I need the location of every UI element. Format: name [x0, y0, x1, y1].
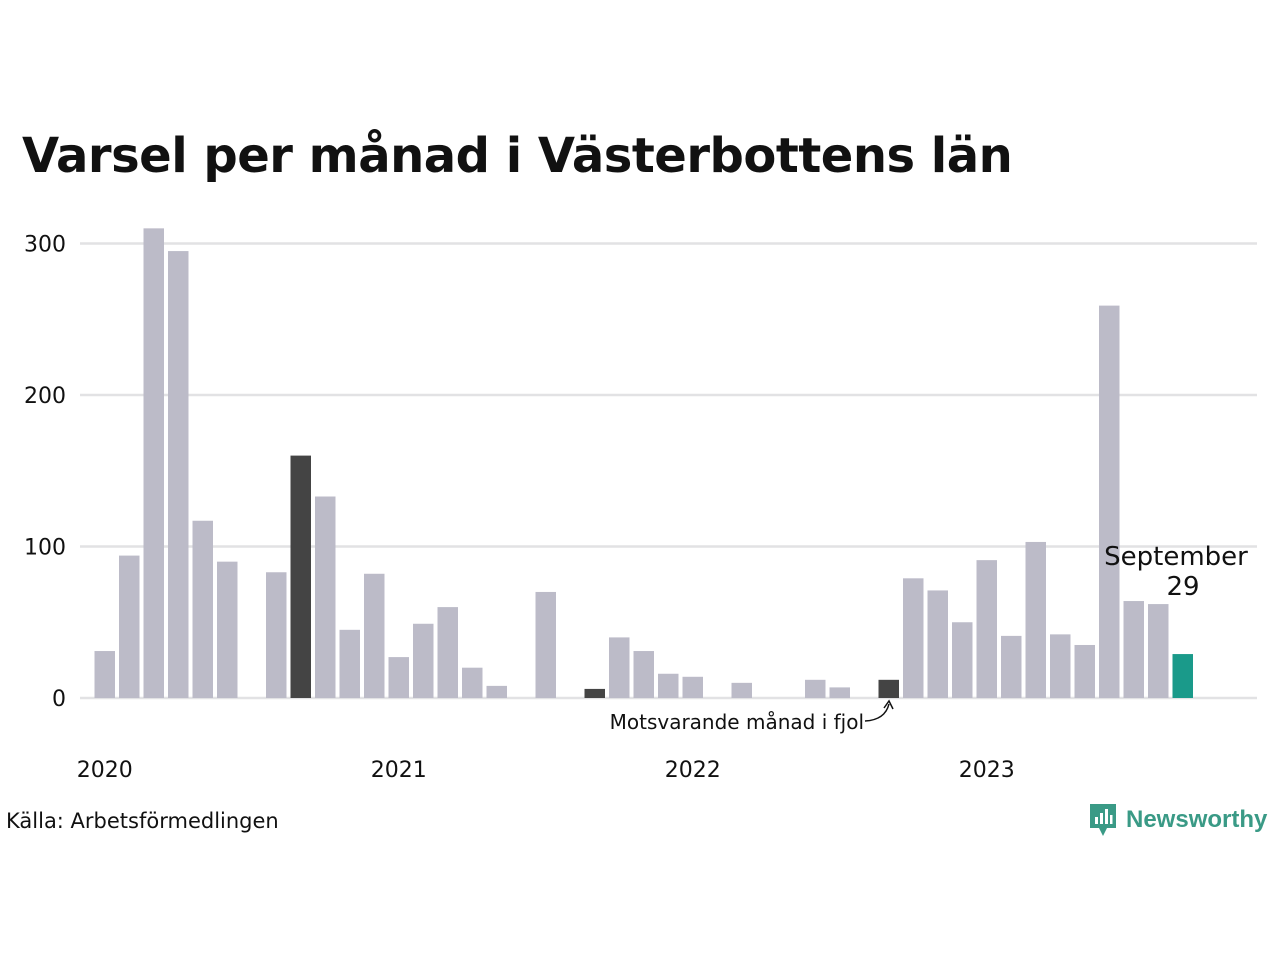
bar-2021-07: [535, 591, 556, 698]
x-tick-label: 2023: [959, 758, 1015, 783]
callout-value: 29: [1166, 572, 1199, 602]
newsworthy-logo-icon: [1090, 804, 1116, 836]
bar-2023-09: [1172, 654, 1193, 698]
x-tick-label: 2022: [665, 758, 721, 783]
bar-2020-03: [143, 228, 164, 698]
brand-name: Newsworthy: [1126, 806, 1268, 833]
bar-2023-08: [1148, 604, 1169, 698]
bar-2022-12: [952, 622, 973, 698]
bar-2020-09: [290, 455, 311, 698]
bar-2021-01: [388, 657, 409, 698]
bar-2023-04: [1050, 634, 1071, 698]
bar-2020-01: [94, 651, 115, 698]
bar-2023-03: [1025, 541, 1046, 698]
bar-2023-07: [1123, 601, 1144, 698]
annotation-arrowhead: [883, 699, 894, 710]
y-axis-ticks: 0 100 200 300: [24, 233, 66, 713]
bar-2020-05: [192, 520, 213, 698]
bar-2021-12: [658, 673, 679, 698]
x-tick-label: 2021: [371, 758, 427, 783]
source-note: Källa: Arbetsförmedlingen: [6, 809, 279, 833]
annotation-text: Motsvarande månad i fjol: [610, 710, 864, 734]
annotation-group: Motsvarande månad i fjol: [610, 699, 894, 734]
bar-2022-11: [927, 590, 948, 698]
annotation-arrow: [864, 703, 890, 722]
bar-2020-10: [315, 496, 336, 698]
bar-2020-08: [266, 572, 287, 698]
x-tick-label: 2020: [77, 758, 133, 783]
bars: [94, 228, 1193, 698]
bar-2022-03: [731, 682, 752, 698]
bar-2020-12: [364, 573, 385, 698]
bar-2022-09: [878, 679, 899, 698]
bar-2021-10: [609, 637, 630, 698]
y-tick-label: 100: [24, 536, 66, 561]
bar-2021-09: [584, 688, 605, 698]
bar-2022-06: [805, 679, 826, 698]
callout-group: September 29: [1104, 542, 1248, 602]
bar-2021-04: [462, 667, 483, 698]
bar-2023-02: [1001, 635, 1022, 698]
bar-2022-01: [682, 676, 703, 698]
bar-2023-06: [1099, 305, 1120, 698]
chart-title: Varsel per månad i Västerbottens län: [22, 128, 1013, 184]
callout-month: September: [1104, 542, 1248, 572]
bar-chart: 0 100 200 300 2020 2021 2022 2023 Motsvarande …: [24, 228, 1257, 783]
bar-2023-01: [976, 560, 997, 698]
bar-2022-10: [903, 578, 924, 698]
y-tick-label: 300: [24, 233, 66, 258]
bar-2021-02: [413, 623, 434, 698]
brand-logo: Newsworthy: [1088, 802, 1267, 838]
bar-2020-02: [119, 555, 140, 698]
bar-2020-06: [217, 561, 238, 698]
x-axis-ticks: 2020 2021 2022 2023: [77, 758, 1015, 783]
bar-2021-11: [633, 651, 654, 698]
y-tick-label: 0: [52, 687, 66, 712]
bar-2020-11: [339, 629, 360, 698]
gridlines: [80, 242, 1257, 700]
bar-2020-04: [168, 251, 189, 698]
y-tick-label: 200: [24, 384, 66, 409]
bar-2021-03: [437, 607, 458, 698]
bar-2023-05: [1074, 644, 1095, 698]
bar-2021-05: [486, 685, 507, 698]
bar-2022-07: [829, 687, 850, 698]
